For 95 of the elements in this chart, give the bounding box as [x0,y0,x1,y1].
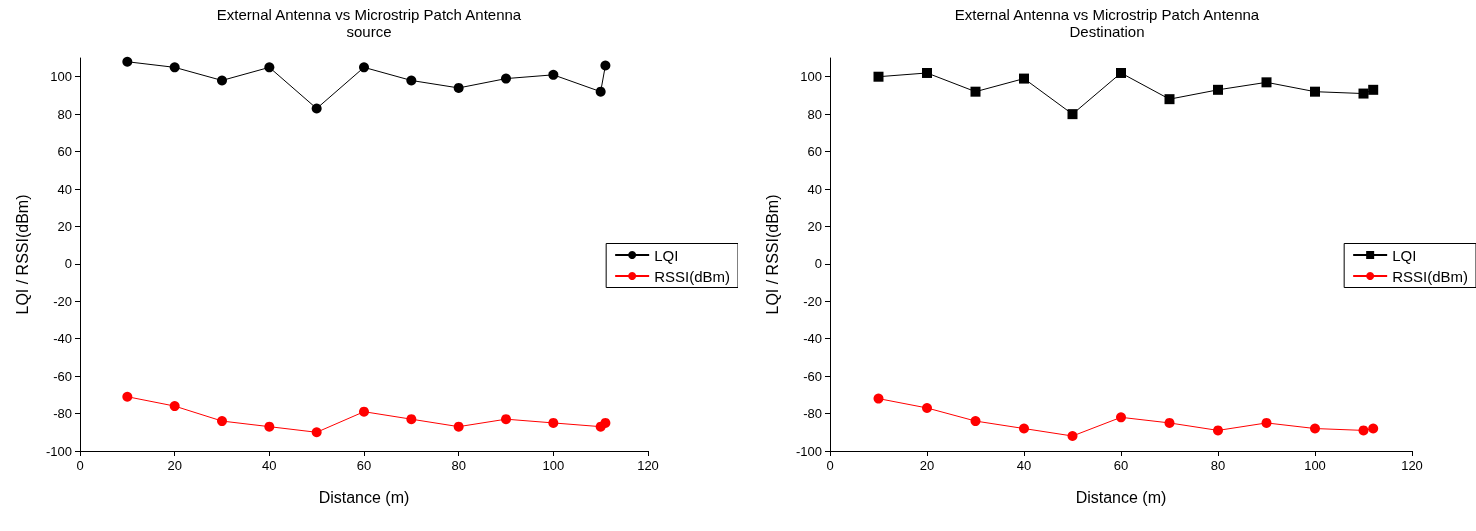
chart-subtitle: source [346,23,392,40]
point [548,417,559,428]
point [169,401,180,412]
point [453,82,464,93]
y-tick-label: -40 [803,331,822,347]
point [264,62,275,73]
point [1261,77,1272,88]
point [1213,425,1223,436]
y-tick-label: -80 [803,406,822,422]
point [1019,423,1029,434]
x-axis-title: Distance (m) [318,488,410,506]
y-tick-label: -60 [803,368,822,384]
legend-label: RSSI(dBm) [654,267,730,285]
point [501,73,511,84]
point [264,421,275,432]
point [1310,86,1320,97]
point [122,56,133,67]
point [1310,423,1320,434]
y-tick-label: 80 [57,106,72,122]
x-tick-label: 120 [637,458,659,473]
point [1358,425,1369,436]
y-tick-label: -80 [53,406,72,422]
x-tick-label: 120 [1401,458,1423,473]
x-tick-label: 60 [1113,458,1129,473]
point [1067,109,1078,120]
y-tick-label: 20 [57,218,72,234]
point [359,62,369,73]
y-tick-label: 0 [814,256,822,272]
point [1213,84,1223,95]
legend-label: LQI [654,246,679,264]
point [501,414,511,425]
point [1368,84,1379,95]
y-tick-label: -100 [795,443,822,459]
point [1019,73,1029,84]
y-tick-label: 100 [800,69,822,85]
point [359,406,369,417]
y-tick-label: -60 [53,368,72,384]
point [1116,67,1126,78]
y-axis-title: LQI / RSSI(dBm) [763,194,781,315]
y-tick-label: 100 [50,69,72,85]
point [1116,412,1126,423]
point [970,86,981,97]
point [600,417,611,428]
point [122,391,133,402]
x-tick-label: 20 [167,458,182,473]
point [600,60,611,71]
point [1067,431,1078,442]
x-tick-label: 80 [1210,458,1226,473]
chart-subtitle: Destination [1069,23,1145,40]
x-tick-label: 0 [76,458,84,473]
y-tick-label: 60 [57,144,72,160]
point [169,62,180,73]
point [311,427,322,438]
y-tick-label: -20 [803,293,822,309]
point [873,71,884,82]
x-tick-label: 80 [451,458,466,473]
point [1164,417,1175,428]
point [311,103,322,114]
point [217,75,227,86]
point [406,414,417,425]
point [922,402,932,413]
legend-label: LQI [1392,246,1417,264]
x-tick-label: 40 [262,458,277,473]
x-tick-label: 100 [542,458,565,473]
point [217,416,227,427]
x-tick-label: 0 [826,458,834,473]
point [406,75,417,86]
x-tick-label: 20 [919,458,935,473]
x-axis-title: Distance (m) [1075,488,1167,506]
point [1164,94,1175,105]
y-tick-label: 0 [64,256,72,272]
y-tick-label: 40 [57,181,72,197]
point [548,69,559,80]
chart-title: External Antenna vs Microstrip Patch Antenna [216,6,522,23]
point [970,416,981,427]
point [1261,417,1272,428]
y-tick-label: -20 [53,293,72,309]
y-tick-label: 40 [807,181,822,197]
point [1368,423,1379,434]
x-tick-label: 100 [1304,458,1326,473]
point [453,421,464,432]
point [1358,88,1369,99]
y-tick-label: -100 [45,443,72,459]
y-tick-label: -40 [53,331,72,347]
x-tick-label: 60 [356,458,372,473]
point [873,393,884,404]
x-tick-label: 40 [1016,458,1032,473]
y-tick-label: 20 [807,218,822,234]
y-axis-title: LQI / RSSI(dBm) [13,194,31,315]
point [595,86,606,97]
y-tick-label: 60 [807,144,822,160]
legend-label: RSSI(dBm) [1392,267,1468,285]
y-tick-label: 80 [807,106,822,122]
chart-title: External Antenna vs Microstrip Patch Antenna [954,6,1260,23]
point [922,67,932,78]
